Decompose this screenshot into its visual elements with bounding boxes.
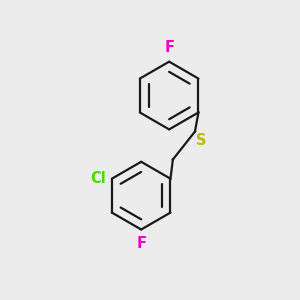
Text: Cl: Cl	[90, 171, 106, 186]
Text: F: F	[164, 40, 174, 55]
Text: S: S	[196, 133, 207, 148]
Text: F: F	[136, 236, 146, 251]
